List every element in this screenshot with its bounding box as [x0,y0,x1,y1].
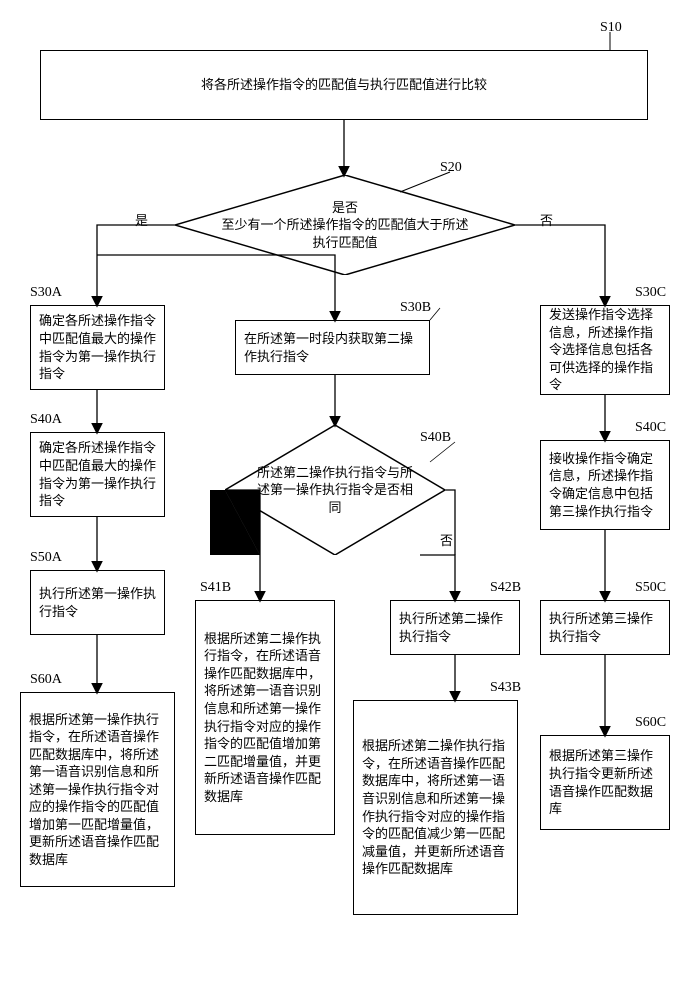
step-s50c-text: 执行所述第三操作执行指令 [549,610,661,645]
label-s30b: S30B [400,300,431,316]
flowchart-canvas: 将各所述操作指令的匹配值与执行匹配值进行比较 S10 是否 至少有一个所述操作指… [0,0,688,1000]
label-s40c: S40C [635,420,666,436]
label-s43b: S43B [490,680,521,696]
step-s42b-text: 执行所述第二操作执行指令 [399,610,511,645]
step-s60a-text: 根据所述第一操作执行指令，在所述语音操作匹配数据库中，将所述第一语音识别信息和所… [29,711,166,869]
label-s30c: S30C [635,285,666,301]
step-s41b: 根据所述第二操作执行指令，在所述语音操作匹配数据库中，将所述第一语音识别信息和所… [195,600,335,835]
step-s30b-text: 在所述第一时段内获取第二操作执行指令 [244,330,421,365]
step-s43b: 根据所述第二操作执行指令，在所述语音操作匹配数据库中，将所述第一语音识别信息和所… [353,700,518,915]
label-s40b: S40B [420,430,451,446]
label-s30a: S30A [30,285,62,301]
step-s60a: 根据所述第一操作执行指令，在所述语音操作匹配数据库中，将所述第一语音识别信息和所… [20,692,175,887]
step-s40a-text: 确定各所述操作指令中匹配值最大的操作指令为第一操作执行指令 [39,439,156,509]
step-s30a: 确定各所述操作指令中匹配值最大的操作指令为第一操作执行指令 [30,305,165,390]
step-s60c: 根据所述第三操作执行指令更新所述语音操作匹配数据库 [540,735,670,830]
step-s40c: 接收操作指令确定信息，所述操作指令确定信息中包括第三操作执行指令 [540,440,670,530]
step-s40a: 确定各所述操作指令中匹配值最大的操作指令为第一操作执行指令 [30,432,165,517]
step-s40c-text: 接收操作指令确定信息，所述操作指令确定信息中包括第三操作执行指令 [549,450,661,520]
step-s30b: 在所述第一时段内获取第二操作执行指令 [235,320,430,375]
step-s60c-text: 根据所述第三操作执行指令更新所述语音操作匹配数据库 [549,747,661,817]
step-s43b-text: 根据所述第二操作执行指令，在所述语音操作匹配数据库中，将所述第一语音识别信息和所… [362,737,509,877]
label-s50c: S50C [635,580,666,596]
label-s40a: S40A [30,412,62,428]
step-s30c: 发送操作指令选择信息，所述操作指令选择信息包括各可供选择的操作指令 [540,305,670,395]
decision-s20-text: 是否 至少有一个所述操作指令的匹配值大于所述 执行匹配值 [175,175,515,275]
step-s30c-text: 发送操作指令选择信息，所述操作指令选择信息包括各可供选择的操作指令 [549,306,661,394]
edge-s40b-yes: 是 [235,530,248,549]
label-s10: S10 [600,20,622,36]
step-s42b: 执行所述第二操作执行指令 [390,600,520,655]
step-s10-text: 将各所述操作指令的匹配值与执行匹配值进行比较 [201,76,487,94]
edge-s20-no: 否 [540,210,553,229]
step-s30a-text: 确定各所述操作指令中匹配值最大的操作指令为第一操作执行指令 [39,312,156,382]
edge-s40b-no: 否 [440,530,453,549]
decision-s40b: 所述第二操作执行指令与所述第一操作执行指令是否相同 [225,425,445,555]
label-s50a: S50A [30,550,62,566]
decision-s20: 是否 至少有一个所述操作指令的匹配值大于所述 执行匹配值 [175,175,515,275]
decision-s40b-text: 所述第二操作执行指令与所述第一操作执行指令是否相同 [225,425,445,555]
label-s20: S20 [440,160,462,176]
step-s50a-text: 执行所述第一操作执行指令 [39,585,156,620]
label-s41b: S41B [200,580,231,596]
step-s50c: 执行所述第三操作执行指令 [540,600,670,655]
step-s41b-text: 根据所述第二操作执行指令，在所述语音操作匹配数据库中，将所述第一语音识别信息和所… [204,630,326,805]
label-s42b: S42B [490,580,521,596]
label-s60a: S60A [30,672,62,688]
edge-s20-yes: 是 [135,210,148,229]
step-s10: 将各所述操作指令的匹配值与执行匹配值进行比较 [40,50,648,120]
label-s60c: S60C [635,715,666,731]
step-s50a: 执行所述第一操作执行指令 [30,570,165,635]
